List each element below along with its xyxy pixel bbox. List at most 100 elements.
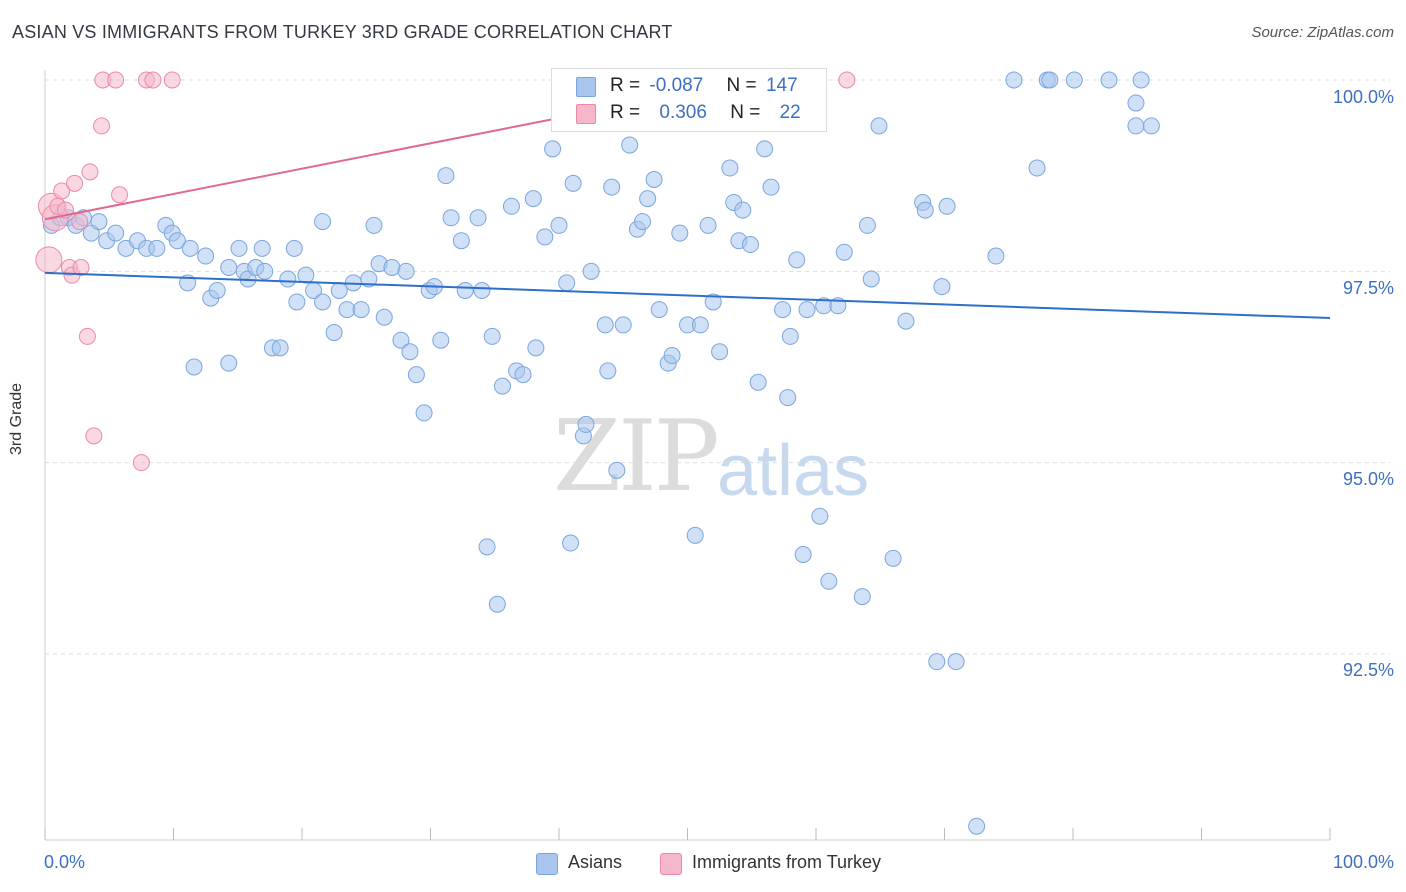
point-asians [1028, 159, 1046, 177]
point-asians [599, 362, 617, 380]
point-asians [938, 197, 956, 215]
point-turkey [53, 182, 71, 200]
point-asians [928, 653, 946, 671]
point-turkey [66, 174, 84, 192]
bottom-legend-swatch-turkey [660, 853, 682, 875]
point-turkey [144, 71, 162, 89]
point-asians [686, 526, 704, 544]
point-asians [230, 239, 248, 257]
point-asians [699, 216, 717, 234]
x-tick-label-max: 100.0% [1332, 852, 1394, 872]
point-asians [1132, 71, 1150, 89]
bottom-legend-swatch-asians [536, 853, 558, 875]
point-asians [711, 343, 729, 361]
point-asians [550, 216, 568, 234]
point-asians [884, 549, 902, 567]
point-asians [1041, 71, 1059, 89]
point-asians [870, 117, 888, 135]
point-asians [794, 546, 812, 564]
point-asians [330, 281, 348, 299]
point-asians [288, 293, 306, 311]
point-asians [614, 316, 632, 334]
point-asians [721, 159, 739, 177]
point-asians [820, 572, 838, 590]
point-asians [442, 209, 460, 227]
legend-swatch-turkey [576, 104, 596, 124]
legend-n-label: N = [726, 75, 757, 96]
legend-swatch-asians [576, 77, 596, 97]
point-asians [544, 140, 562, 158]
point-asians [663, 347, 681, 365]
point-asians [1100, 71, 1118, 89]
point-asians [558, 274, 576, 292]
point-asians [352, 301, 370, 319]
point-asians [488, 595, 506, 613]
data-points [35, 71, 1160, 835]
point-turkey [35, 246, 63, 274]
point-asians [853, 588, 871, 606]
point-asians [90, 213, 108, 231]
point-asians [524, 190, 542, 208]
point-asians [897, 312, 915, 330]
point-asians [527, 339, 545, 357]
point-asians [704, 293, 722, 311]
point-asians [671, 224, 689, 242]
point-asians [596, 316, 614, 334]
point-asians [564, 174, 582, 192]
legend-n-label: N = [730, 102, 761, 123]
y-tick-label-100: 100.0% [1332, 87, 1394, 107]
point-asians [220, 259, 238, 277]
point-asians [798, 301, 816, 319]
point-asians [478, 538, 496, 556]
point-asians [1005, 71, 1023, 89]
point-asians [285, 239, 303, 257]
point-asians [734, 201, 752, 219]
point-asians [415, 404, 433, 422]
point-asians [314, 293, 332, 311]
point-asians [749, 373, 767, 391]
point-turkey [838, 71, 856, 89]
point-asians [502, 197, 520, 215]
point-asians [493, 377, 511, 395]
point-asians [279, 270, 297, 288]
point-asians [181, 239, 199, 257]
gridlines [45, 79, 1390, 655]
point-asians [577, 415, 595, 433]
point-asians [1127, 94, 1145, 112]
point-asians [582, 262, 600, 280]
point-asians [562, 534, 580, 552]
point-turkey [71, 213, 89, 231]
point-asians [916, 201, 934, 219]
point-turkey [163, 71, 181, 89]
point-asians [437, 167, 455, 185]
point-asians [788, 251, 806, 269]
point-asians [256, 262, 274, 280]
point-asians [168, 232, 186, 250]
y-axis-label: 3rd Grade [8, 382, 25, 455]
point-asians [253, 239, 271, 257]
point-asians [148, 239, 166, 257]
point-asians [197, 247, 215, 265]
point-asians [220, 354, 238, 372]
point-asians [297, 266, 315, 284]
point-asians [365, 216, 383, 234]
point-asians [536, 228, 554, 246]
point-turkey [78, 327, 96, 345]
point-turkey [72, 259, 90, 277]
y-tick-label-95: 95.0% [1342, 469, 1394, 489]
point-asians [608, 461, 626, 479]
legend-r-value: -0.087 [649, 75, 704, 96]
legend-r-label: R = [610, 102, 641, 123]
point-asians [639, 190, 657, 208]
point-asians [514, 366, 532, 384]
point-asians [650, 301, 668, 319]
point-asians [325, 324, 343, 342]
point-turkey [111, 186, 129, 204]
y-tick-label-97-5: 97.5% [1342, 278, 1394, 298]
point-asians [933, 278, 951, 296]
point-asians [691, 316, 709, 334]
point-asians [781, 327, 799, 345]
x-tick-label-min: 0.0% [44, 852, 86, 872]
trend-line-asians [44, 271, 1331, 320]
legend-n-value: 22 [779, 102, 801, 123]
